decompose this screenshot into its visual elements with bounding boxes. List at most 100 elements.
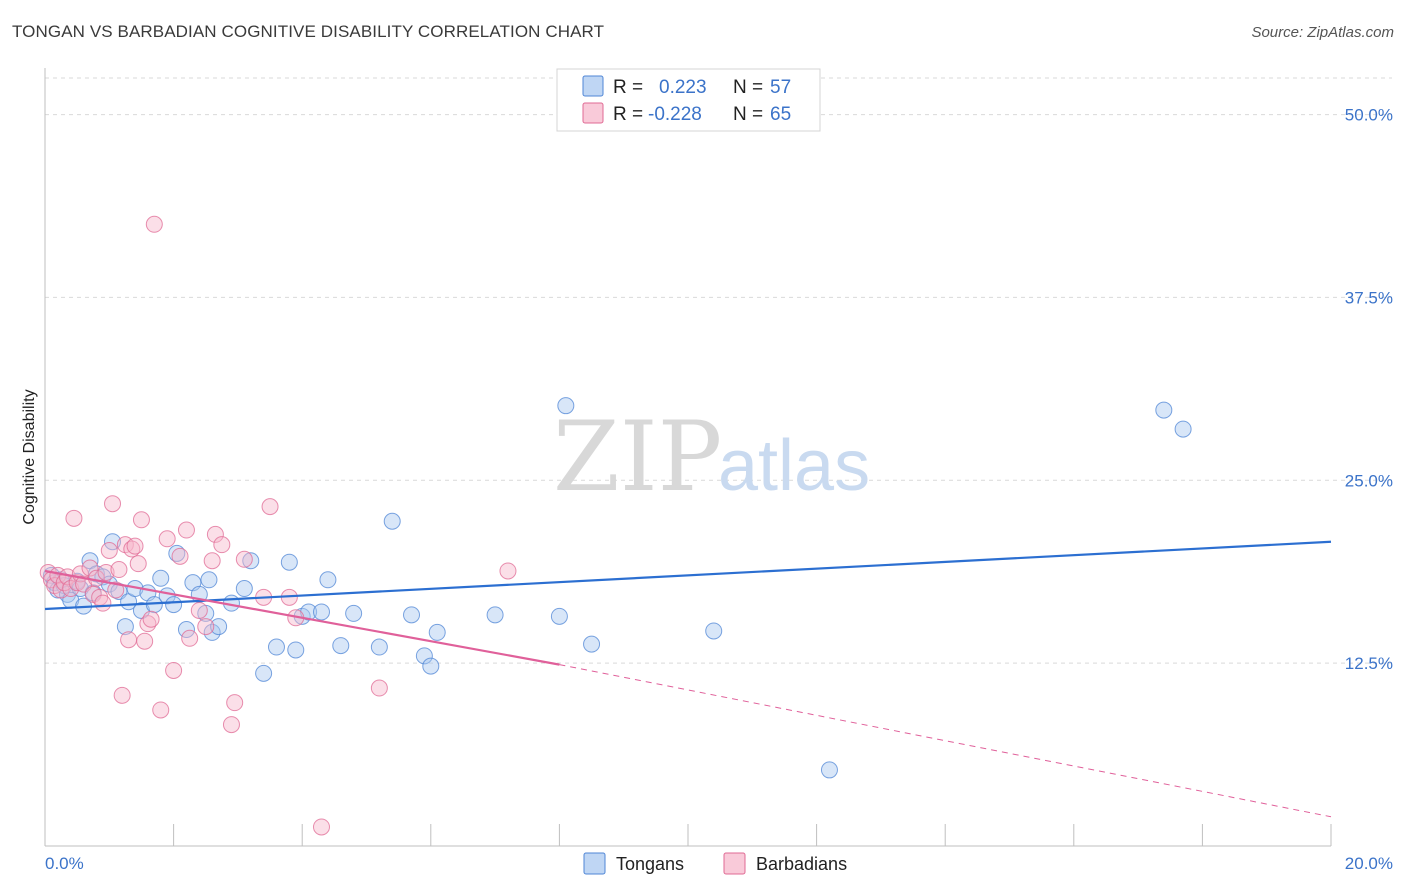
barbadian-point	[97, 563, 115, 581]
tongan-point	[403, 606, 421, 624]
barbadian-point	[113, 686, 131, 704]
barbadian-point	[145, 215, 163, 233]
barbadian-point	[129, 555, 147, 573]
tongan-point	[255, 664, 273, 682]
barbadian-point	[261, 498, 279, 516]
barbadian-point	[190, 601, 208, 619]
bottom-legend-label-barbadians: Barbadians	[756, 854, 847, 874]
bottom-legend-swatch-tongans	[583, 852, 606, 875]
barbadian-point	[120, 631, 138, 649]
y-tick-label: 50.0%	[1345, 106, 1393, 125]
legend-n-value-1: 57	[770, 77, 791, 98]
x-tick-label: 0.0%	[45, 854, 84, 873]
barbadian-point	[94, 594, 112, 612]
points-layer	[39, 215, 1192, 836]
tongan-point	[280, 553, 298, 571]
legend-n-label-2: N =	[733, 104, 763, 125]
grid-layer	[45, 77, 1392, 664]
legend-r-label-2: R =	[613, 104, 643, 125]
barbadian-point	[65, 509, 83, 527]
tongan-point	[583, 635, 601, 653]
barbadian-point	[165, 661, 183, 679]
tongan-point	[422, 657, 440, 675]
barbadian-point	[312, 818, 330, 836]
legend-n-label-1: N =	[733, 77, 763, 98]
bottom-legend-label-tongans: Tongans	[616, 854, 684, 874]
y-axis-label: Cognitive Disability	[21, 389, 38, 524]
barbadian-point	[152, 701, 170, 719]
trend-layer	[44, 540, 1332, 818]
y-tick-label: 12.5%	[1345, 654, 1393, 673]
axes-layer	[44, 68, 1332, 847]
tongan-point	[705, 622, 723, 640]
barbadian-point	[104, 495, 122, 513]
barbadian-point	[123, 540, 141, 558]
legend-swatch-barbadians	[582, 102, 604, 124]
tongan-point	[428, 623, 446, 641]
tongan-point	[235, 580, 253, 598]
tongan-point	[820, 761, 838, 779]
barbadian-point	[499, 562, 517, 580]
tongan-point	[177, 620, 195, 638]
barbadian-point	[110, 561, 128, 579]
legend-swatch-tongans	[582, 75, 604, 97]
tongan-point	[319, 571, 337, 589]
legend-r-label-1: R =	[613, 77, 643, 98]
tongan-point	[550, 607, 568, 625]
legend-r-value-2: -0.228	[648, 104, 702, 125]
tongan-point	[165, 596, 183, 614]
tongan-point	[557, 397, 575, 415]
series-legend: Tongans Barbadians	[583, 852, 847, 875]
tongan-point	[152, 569, 170, 587]
tongan-point	[312, 603, 330, 621]
barbadian-point	[107, 581, 125, 599]
legend-n-value-2: 65	[770, 104, 791, 125]
barbadian-point	[222, 716, 240, 734]
barbadian-point	[177, 521, 195, 539]
tongan-point	[104, 533, 122, 551]
barbadian-point	[370, 679, 388, 697]
barbadian-point	[142, 610, 160, 628]
ticks-layer: 12.5% 25.0% 37.5% 50.0% 0.0% 20.0%	[45, 106, 1393, 873]
barbadian-point	[68, 574, 86, 592]
barbadian-point	[62, 580, 80, 598]
barbadian-point	[158, 530, 176, 548]
barbadian-point	[197, 618, 215, 636]
bottom-legend-swatch-barbadians	[723, 852, 746, 875]
tongan-point	[287, 641, 305, 659]
barbadian-point	[181, 629, 199, 647]
tongan-point	[1155, 401, 1173, 419]
tongan-point	[1174, 420, 1192, 438]
legend-r-value-1: 0.223	[659, 77, 707, 98]
tongan-point	[415, 647, 433, 665]
tongan-point	[210, 618, 228, 636]
tongan-point	[200, 571, 218, 589]
tongan-point	[486, 606, 504, 624]
chart-source: Source: ZipAtlas.com	[1251, 24, 1394, 41]
barbadian-point	[203, 552, 221, 570]
barbadian-point	[235, 550, 253, 568]
tongan-point	[383, 512, 401, 530]
watermark-atlas: atlas	[718, 426, 870, 506]
correlation-legend: R = 0.223 N = 57 R = -0.228 N = 65	[556, 68, 821, 132]
tongan-point	[242, 552, 260, 570]
x-tick-label: 20.0%	[1345, 854, 1393, 873]
tongan-point	[116, 618, 134, 636]
y-tick-label: 37.5%	[1345, 288, 1393, 307]
chart-title: TONGAN VS BARBADIAN COGNITIVE DISABILITY…	[12, 22, 605, 41]
tongan-point	[203, 623, 221, 641]
barbadian-point	[136, 632, 154, 650]
barbadian-trend-extension	[559, 664, 1332, 818]
tongan-point	[370, 638, 388, 656]
y-tick-label: 25.0%	[1345, 471, 1393, 490]
tongan-point	[267, 638, 285, 656]
barbadian-point	[100, 542, 118, 560]
barbadian-trend-line	[44, 569, 560, 666]
barbadian-point	[213, 536, 231, 554]
barbadian-point	[171, 547, 189, 565]
barbadian-point	[81, 559, 99, 577]
tongan-point	[332, 637, 350, 655]
barbadian-point	[226, 694, 244, 712]
barbadian-point	[206, 525, 224, 543]
